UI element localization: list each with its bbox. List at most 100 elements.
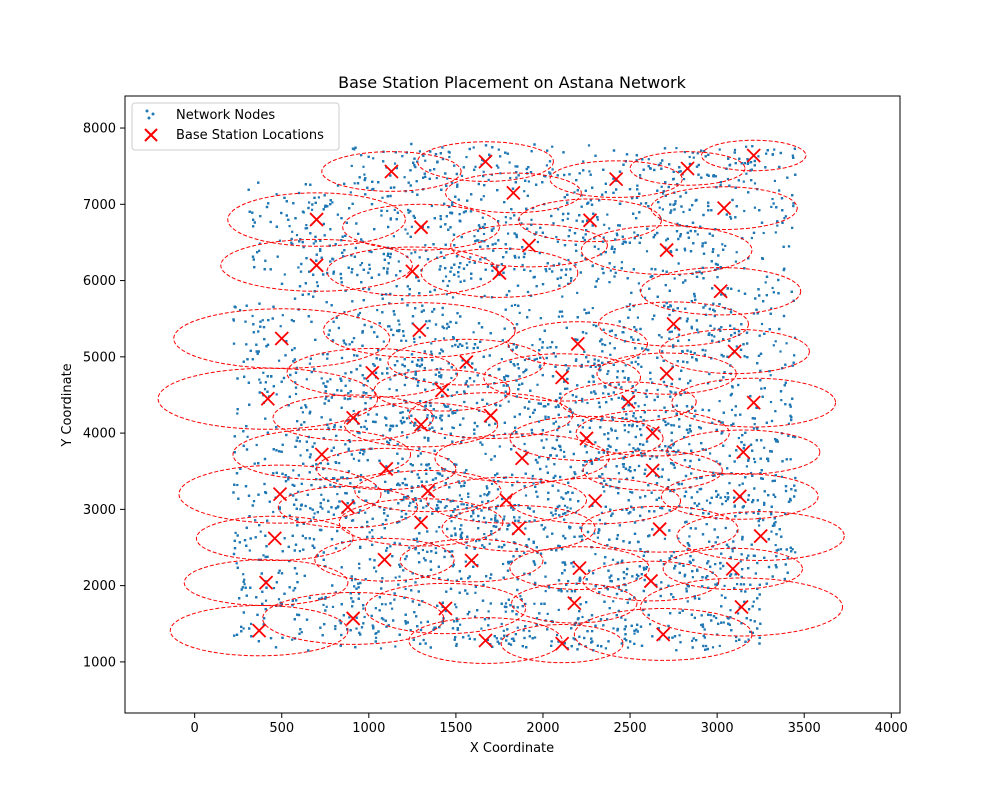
network-node (747, 638, 750, 641)
network-node (536, 240, 539, 244)
network-node (379, 647, 383, 650)
network-node (628, 443, 631, 446)
network-node (345, 343, 348, 346)
network-node (594, 365, 597, 368)
network-node (278, 239, 281, 242)
network-node (375, 636, 378, 639)
network-node (408, 504, 411, 507)
network-node (724, 495, 727, 499)
network-node (704, 349, 707, 352)
network-node (518, 311, 521, 314)
network-node (603, 490, 606, 493)
network-node (355, 627, 358, 630)
network-node (661, 269, 664, 272)
network-node (757, 155, 760, 158)
network-node (737, 436, 740, 440)
network-node (548, 267, 551, 270)
network-node (490, 482, 494, 485)
network-node (637, 282, 640, 285)
network-node (443, 436, 446, 439)
network-node (609, 269, 612, 272)
network-node (360, 426, 363, 429)
network-node (500, 358, 503, 361)
network-node (242, 627, 245, 630)
network-node (405, 339, 408, 342)
network-node (779, 350, 782, 353)
network-node (787, 422, 790, 425)
network-node (398, 484, 401, 487)
network-node (620, 261, 623, 264)
network-node (517, 256, 520, 259)
network-node (567, 258, 570, 262)
network-node (524, 449, 527, 452)
chart-title: Base Station Placement on Astana Network (338, 73, 686, 92)
network-node (317, 196, 320, 199)
network-node (544, 590, 547, 593)
network-node (639, 236, 642, 239)
network-node (446, 388, 449, 391)
network-node (762, 231, 765, 235)
network-node (774, 521, 777, 524)
network-node (482, 195, 485, 198)
network-node (320, 493, 323, 496)
network-node (551, 145, 554, 148)
network-node (387, 624, 390, 627)
network-node (469, 256, 472, 259)
network-node (556, 633, 559, 637)
network-node (686, 600, 689, 603)
network-node (566, 217, 569, 220)
network-node (272, 510, 275, 514)
network-node (745, 465, 748, 468)
network-node (529, 269, 532, 273)
network-node (533, 602, 536, 605)
network-node (382, 340, 385, 343)
network-node (695, 477, 698, 480)
network-node (672, 424, 676, 427)
network-node (528, 629, 531, 633)
network-node (634, 360, 637, 363)
network-node (462, 503, 465, 506)
network-node (258, 378, 261, 381)
network-node (596, 536, 599, 539)
network-node (726, 177, 729, 181)
network-node (793, 336, 797, 339)
network-node (444, 468, 447, 471)
network-node (362, 165, 365, 168)
network-node (602, 236, 605, 239)
network-node (503, 515, 506, 518)
network-node (430, 204, 433, 208)
network-node (658, 429, 661, 432)
network-node (691, 639, 694, 642)
network-node (410, 252, 413, 255)
network-node (745, 172, 748, 175)
network-node (674, 327, 677, 330)
network-node (636, 316, 639, 319)
network-node (753, 457, 756, 460)
network-node (393, 162, 397, 165)
network-node (531, 477, 534, 480)
network-node (715, 460, 718, 463)
network-node (649, 377, 652, 381)
network-node (523, 442, 526, 446)
network-node (566, 387, 569, 390)
network-node (235, 562, 238, 565)
network-node (524, 602, 527, 605)
network-node (770, 205, 773, 208)
network-node (454, 532, 457, 535)
network-node (514, 165, 517, 168)
network-node (688, 155, 691, 159)
network-node (673, 277, 676, 280)
network-node (519, 595, 522, 598)
network-node (236, 483, 239, 487)
network-node (528, 309, 531, 312)
network-node (543, 174, 546, 178)
network-node (602, 392, 605, 395)
network-node (292, 589, 295, 592)
network-node (391, 469, 394, 472)
network-node (608, 227, 611, 230)
network-node (404, 228, 407, 231)
network-node (518, 516, 521, 519)
network-node (685, 587, 688, 590)
network-node (705, 644, 708, 648)
network-node (771, 286, 774, 290)
